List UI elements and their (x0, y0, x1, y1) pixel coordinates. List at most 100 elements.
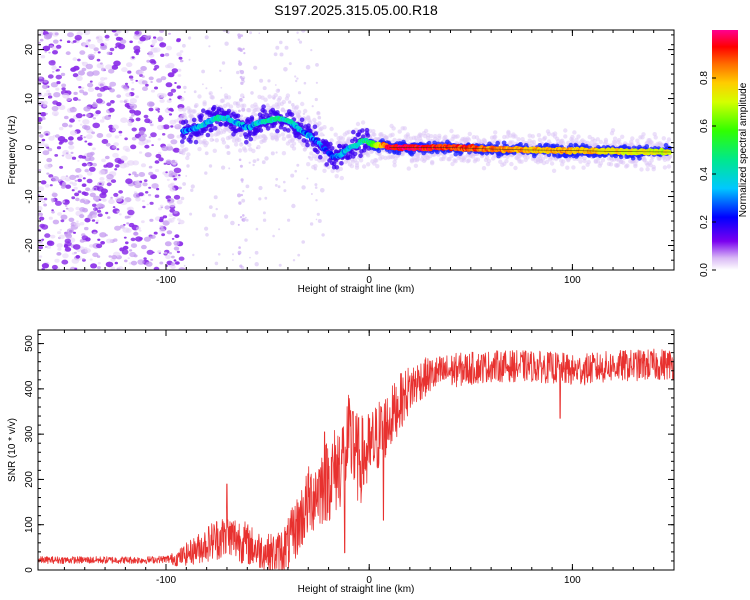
snr-frame (37, 329, 675, 571)
noise-speck (114, 261, 119, 265)
ridge-halo (247, 142, 252, 148)
noise-speck (166, 178, 170, 182)
colorbar-tick-label: 0.0 (699, 263, 710, 277)
noise-speck (38, 41, 41, 44)
noise-speck (115, 196, 123, 203)
noise-speck (95, 199, 99, 203)
ridge-halo (536, 133, 542, 138)
noise-speck (105, 261, 114, 268)
noise-speck (176, 52, 182, 57)
noise-speck (145, 191, 149, 194)
noise-speck (135, 236, 143, 242)
noise-speck (120, 155, 128, 162)
ridge-envelope (235, 113, 241, 119)
noise-speck (46, 240, 55, 247)
noise-speck (51, 105, 59, 112)
noise-speck (239, 75, 243, 79)
ridge-envelope (644, 144, 650, 149)
noise-speck (306, 177, 309, 180)
noise-speck (85, 113, 91, 118)
noise-speck (110, 266, 116, 270)
noise-speck (105, 211, 109, 215)
ridge-halo (418, 133, 424, 138)
ridge-halo (653, 135, 658, 140)
noise-speck (317, 115, 322, 120)
noise-speck (95, 35, 103, 41)
noise-speck (166, 107, 170, 110)
noise-speck (87, 200, 91, 203)
noise-speck (255, 227, 259, 231)
ridge-halo (256, 144, 261, 150)
noise-speck (128, 75, 134, 79)
ridge-halo (216, 125, 221, 130)
noise-speck (51, 176, 60, 182)
noise-speck (46, 89, 51, 93)
noise-speck (81, 162, 87, 167)
noise-speck (108, 85, 112, 89)
noise-speck (125, 178, 133, 184)
noise-speck (89, 189, 94, 192)
ridge-halo (221, 140, 227, 145)
noise-speck (69, 181, 74, 185)
noise-speck (85, 134, 93, 140)
noise-speck (208, 45, 211, 48)
noise-speck (131, 127, 137, 132)
ridge-halo (474, 135, 480, 140)
noise-speck (315, 199, 318, 202)
noise-speck (182, 182, 187, 186)
noise-speck (72, 57, 78, 61)
noise-speck (38, 169, 42, 172)
noise-speck (41, 116, 46, 120)
noise-speck (128, 173, 131, 176)
ridge-envelope (312, 124, 318, 130)
noise-speck (60, 219, 65, 223)
colorbar-tick-label: 0.8 (699, 71, 710, 85)
noise-speck (154, 86, 158, 90)
noise-speck (208, 205, 213, 210)
noise-speck (77, 174, 83, 179)
noise-speck (124, 137, 128, 141)
noise-speck (51, 71, 55, 73)
noise-speck (160, 206, 164, 209)
noise-speck (59, 165, 64, 169)
noise-speck (92, 203, 97, 207)
noise-speck (119, 100, 124, 103)
noise-speck (99, 232, 107, 238)
noise-speck (150, 89, 156, 93)
noise-speck (124, 259, 128, 263)
noise-speck (100, 62, 103, 65)
noise-speck (217, 253, 221, 256)
noise-speck (63, 115, 69, 120)
noise-speck (149, 218, 154, 222)
noise-speck (176, 250, 180, 254)
noise-speck (254, 262, 259, 267)
noise-speck (99, 119, 105, 123)
spectrogram-ridge (180, 88, 673, 181)
ridge-halo (280, 132, 285, 137)
ridge-halo (546, 131, 552, 137)
noise-speck (163, 124, 170, 130)
noise-speck (127, 257, 130, 260)
noise-speck (273, 52, 278, 57)
noise-speck (68, 217, 75, 222)
noise-speck (221, 61, 226, 65)
ridge-halo (540, 156, 546, 162)
snr-y-tick-label: 100 (24, 516, 35, 533)
ridge-envelope (324, 162, 330, 167)
noise-speck (57, 231, 62, 235)
noise-speck (68, 136, 74, 141)
noise-speck (64, 231, 71, 237)
ridge-envelope (305, 142, 310, 148)
noise-speck (38, 140, 45, 146)
ridge-halo (413, 163, 419, 168)
ridge-envelope (267, 113, 273, 118)
noise-speck (88, 44, 96, 49)
ridge-halo (641, 132, 646, 137)
noise-speck (81, 155, 87, 159)
noise-speck (238, 246, 241, 249)
noise-speck (87, 87, 95, 92)
ridge-halo (281, 151, 287, 156)
noise-speck (153, 266, 160, 270)
noise-speck (258, 197, 262, 201)
noise-speck (145, 83, 149, 87)
